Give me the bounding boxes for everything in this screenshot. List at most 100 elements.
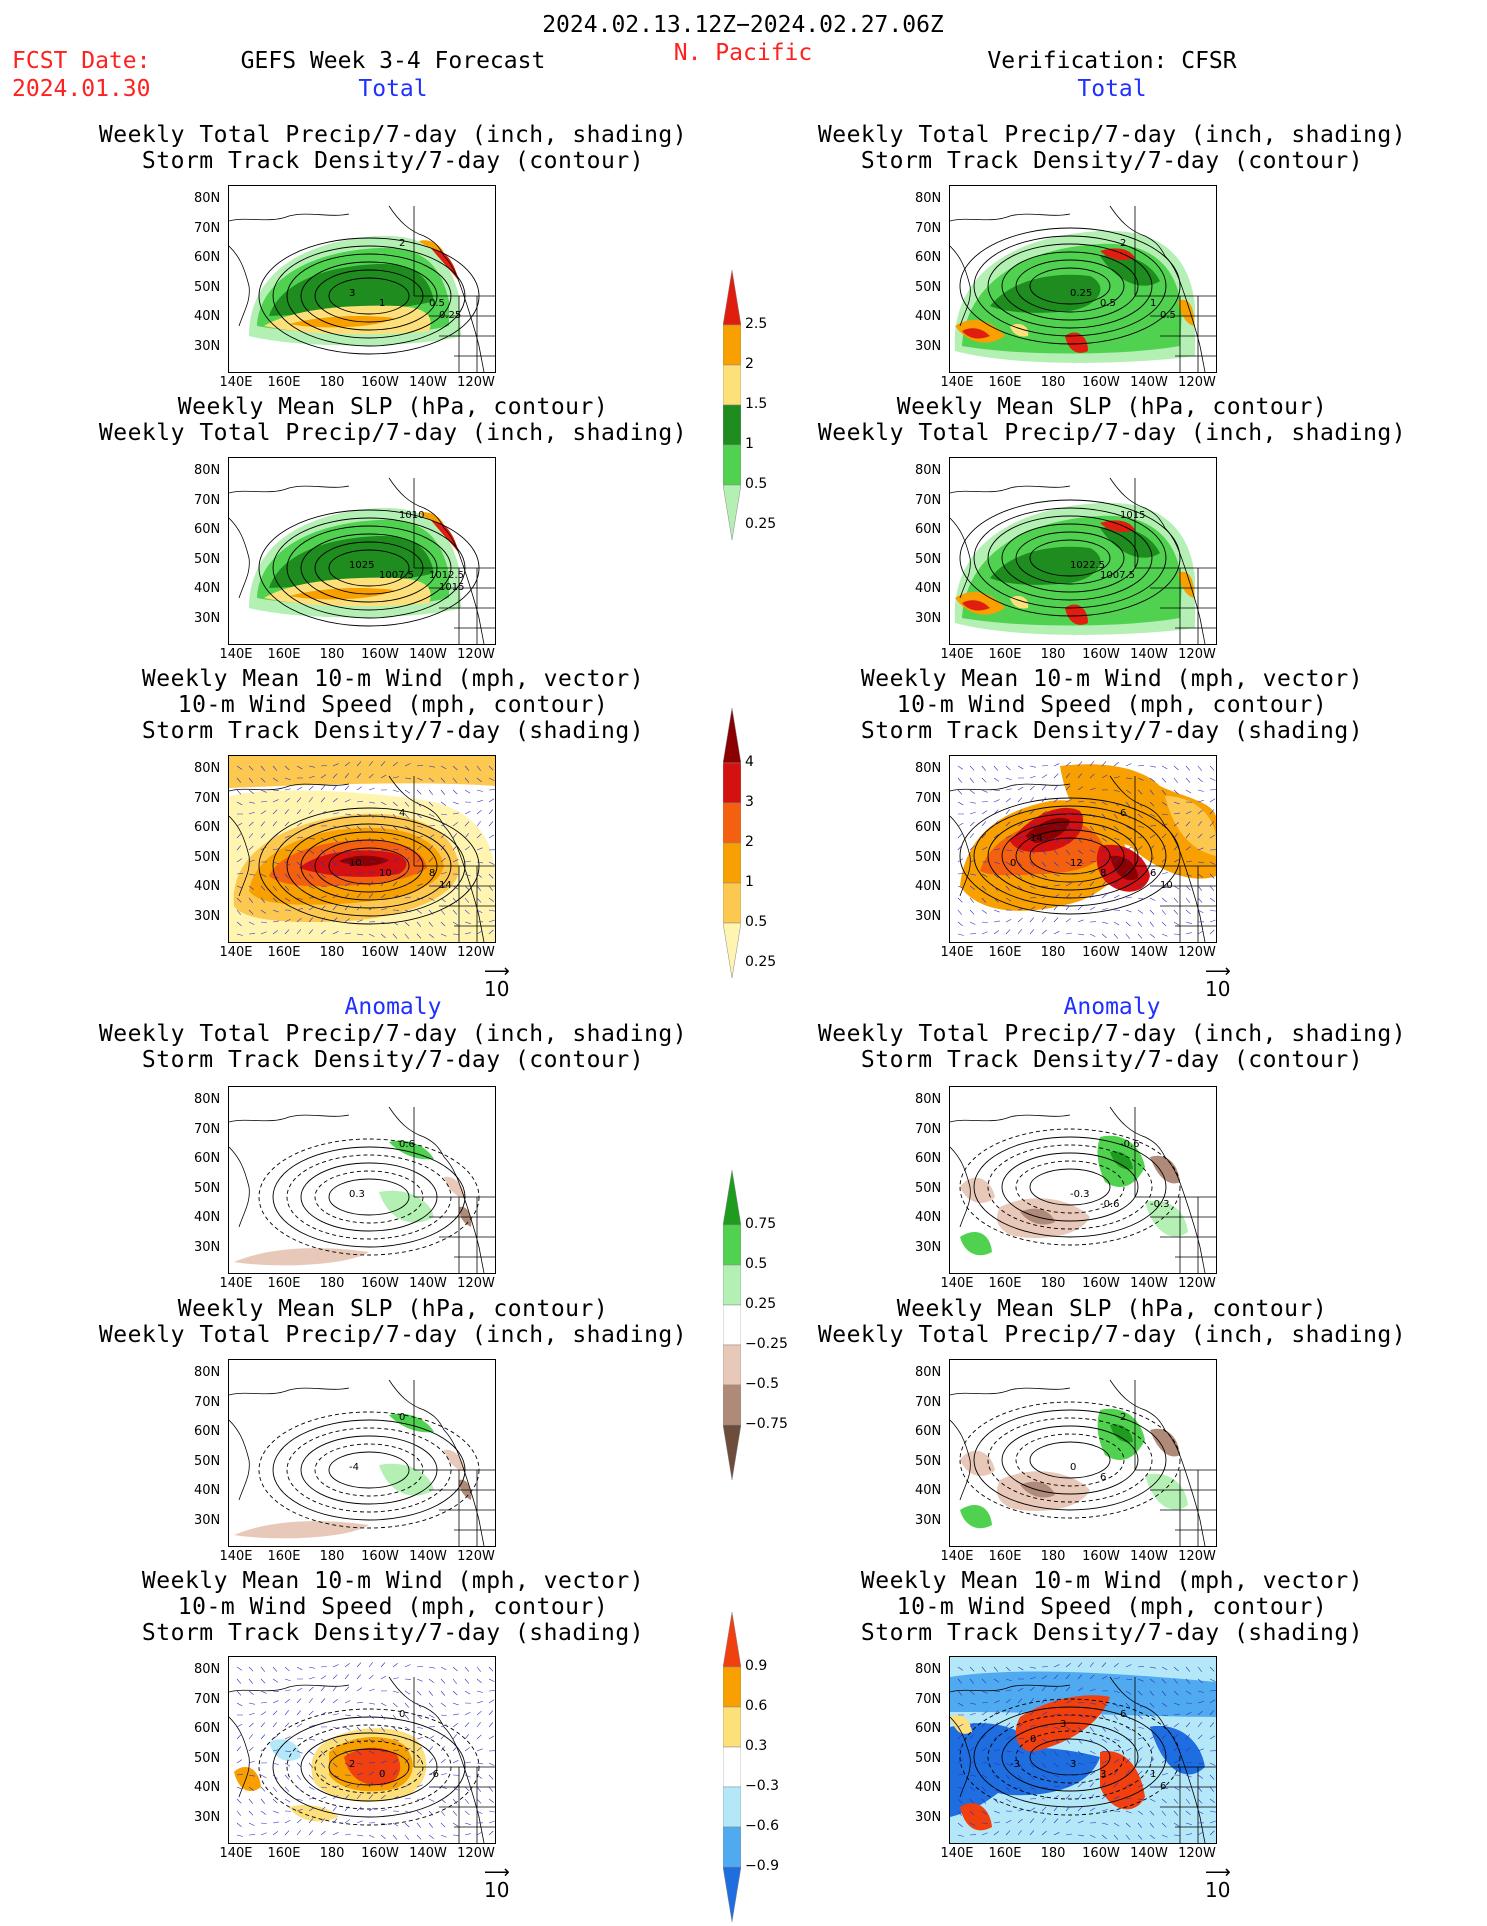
model-title: GEFS Week 3-4 Forecast <box>241 48 546 74</box>
panel-title-line: 10-m Wind Speed (mph, contour) <box>897 1594 1327 1620</box>
arrow-right-icon: ⟶ <box>1205 1868 1231 1878</box>
colorbar-label: 0.5 <box>745 476 767 492</box>
colorbar-storm-total <box>723 708 741 978</box>
colorbar-segment <box>723 1867 741 1922</box>
lon-tick-label: 120W <box>1178 1549 1216 1564</box>
lat-tick-label: 70N <box>915 1122 941 1137</box>
panel-title-line: Weekly Mean 10-m Wind (mph, vector) <box>861 1568 1363 1594</box>
contour-label: 0.5 <box>1100 298 1116 309</box>
lat-tick-label: 70N <box>915 1692 941 1707</box>
lat-tick-label: 30N <box>194 1240 220 1255</box>
lat-tick-label: 40N <box>194 1780 220 1795</box>
lon-tick-label: 160E <box>988 1846 1021 1861</box>
panel-title-line: Weekly Total Precip/7-day (inch, shading… <box>99 1322 687 1348</box>
colorbar-precip-anom <box>723 1170 741 1480</box>
lon-tick-label: 160E <box>988 1549 1021 1564</box>
colorbar-segment <box>723 923 741 978</box>
contour-label: 1007.5 <box>379 570 414 581</box>
lat-tick-label: 50N <box>915 552 941 567</box>
lat-tick-label: 40N <box>194 1210 220 1225</box>
vector-reference-value: 10 <box>1205 1878 1230 1902</box>
lon-tick-label: 140W <box>1130 1846 1168 1861</box>
lat-tick-label: 60N <box>915 250 941 265</box>
contour-label: 4 <box>399 808 405 819</box>
contour-label: -0.6 <box>1120 1139 1140 1150</box>
lon-tick-label: 160W <box>361 1846 399 1861</box>
contour-label: 0.25 <box>439 310 461 321</box>
lon-tick-label: 120W <box>1178 945 1216 960</box>
contour-label: 0 <box>1030 1734 1036 1745</box>
lat-tick-label: 70N <box>915 1395 941 1410</box>
contour-label: 2 <box>1120 1412 1126 1423</box>
contour-label: 14 <box>439 880 452 891</box>
colorbar-label: −0.9 <box>745 1858 779 1874</box>
contour-label: 1025 <box>349 560 374 571</box>
lat-tick-label: 80N <box>915 1662 941 1677</box>
contour-label: -0.3 <box>1070 1189 1090 1200</box>
colorbar-label: −0.25 <box>745 1336 788 1352</box>
colorbar-label: 0.25 <box>745 516 776 532</box>
lon-tick-label: 180 <box>320 647 345 662</box>
fcst-date-value: 2024.01.30 <box>12 76 150 102</box>
panel-title-line: Weekly Total Precip/7-day (inch, shading… <box>99 1021 687 1047</box>
lon-tick-label: 180 <box>1041 1549 1066 1564</box>
lat-tick-label: 50N <box>915 1454 941 1469</box>
lat-tick-label: 80N <box>915 1365 941 1380</box>
lon-tick-label: 160E <box>988 647 1021 662</box>
lat-tick-label: 80N <box>915 191 941 206</box>
vector-reference: ⟶10 <box>1205 1868 1231 1902</box>
contour-label: 3 <box>1060 1719 1066 1730</box>
lon-tick-label: 180 <box>1041 945 1066 960</box>
lon-tick-label: 160W <box>1082 647 1120 662</box>
lat-tick-label: 60N <box>194 820 220 835</box>
contour-label: 1012.5 <box>429 570 464 581</box>
lat-tick-label: 70N <box>194 791 220 806</box>
lat-tick-label: 30N <box>915 611 941 626</box>
lon-tick-label: 140W <box>1130 1549 1168 1564</box>
lon-tick-label: 160E <box>988 1276 1021 1291</box>
lon-tick-label: 140W <box>409 1276 447 1291</box>
contour-label: 0.5 <box>429 298 445 309</box>
contour-label: 0 <box>1010 858 1016 869</box>
lon-tick-label: 180 <box>320 375 345 390</box>
lat-tick-label: 70N <box>915 493 941 508</box>
lat-tick-label: 40N <box>194 879 220 894</box>
contour-label: 0 <box>399 1412 405 1423</box>
lon-tick-label: 140W <box>409 647 447 662</box>
lon-tick-label: 140E <box>219 1276 252 1291</box>
lon-tick-label: 160W <box>361 647 399 662</box>
section-anomaly-right: Anomaly <box>1064 994 1161 1020</box>
fcst-date-label: FCST Date: <box>12 48 150 74</box>
colorbar-segment <box>723 1612 741 1667</box>
lat-tick-label: 40N <box>915 581 941 596</box>
contour-label: 1 <box>1150 1769 1156 1780</box>
lon-tick-label: 180 <box>320 1549 345 1564</box>
lat-tick-label: 40N <box>915 879 941 894</box>
lon-tick-label: 140W <box>409 1549 447 1564</box>
colorbar-label: −0.75 <box>745 1416 788 1432</box>
contour-label: 1007.5 <box>1100 570 1135 581</box>
lon-tick-label: 160E <box>267 945 300 960</box>
colorbar-segment <box>723 405 741 445</box>
lat-tick-label: 60N <box>915 1424 941 1439</box>
contour-label: 6 <box>1120 808 1126 819</box>
contour-label: 0 <box>379 1769 385 1780</box>
vector-reference: ⟶10 <box>484 967 510 1001</box>
lat-tick-label: 40N <box>194 309 220 324</box>
lat-tick-label: 70N <box>194 221 220 236</box>
arrow-right-icon: ⟶ <box>484 1868 510 1878</box>
section-anomaly-left: Anomaly <box>345 994 442 1020</box>
panel-title-line: Weekly Mean SLP (hPa, contour) <box>178 394 608 420</box>
colorbar-segment <box>723 485 741 540</box>
lat-tick-label: 40N <box>194 1483 220 1498</box>
lat-tick-label: 80N <box>194 1365 220 1380</box>
lon-tick-label: 160W <box>361 375 399 390</box>
panel-title-line: 10-m Wind Speed (mph, contour) <box>897 692 1327 718</box>
panel-title-line: Storm Track Density/7-day (shading) <box>861 718 1363 744</box>
contour-label: 0 <box>399 1709 405 1720</box>
lon-tick-label: 160W <box>1082 945 1120 960</box>
contour-label: -3 <box>1010 1759 1020 1770</box>
panel-title-line: Weekly Mean 10-m Wind (mph, vector) <box>142 1568 644 1594</box>
lon-tick-label: 140E <box>219 1549 252 1564</box>
